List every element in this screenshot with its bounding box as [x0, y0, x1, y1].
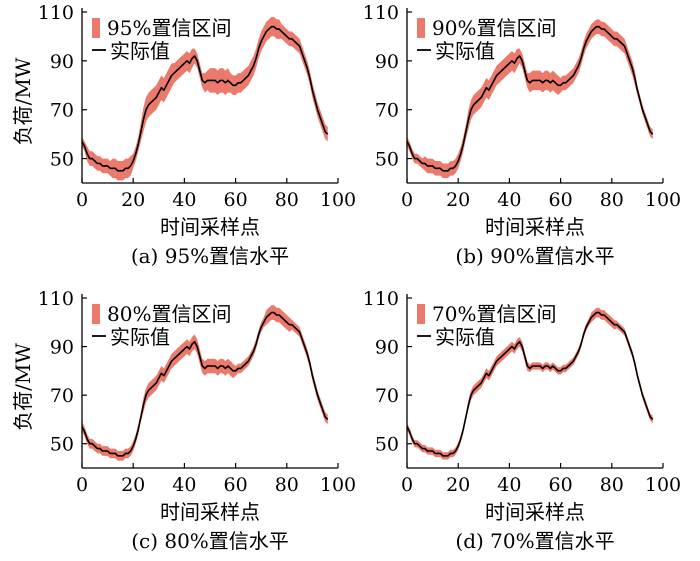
legend-band-swatch — [417, 304, 425, 324]
x-tick-label: 100 — [645, 474, 681, 496]
y-tick-label: 90 — [375, 337, 399, 359]
legend-band-label: 90%置信区间 — [432, 16, 556, 40]
y-tick-label: 70 — [50, 385, 74, 407]
y-tick-label: 70 — [375, 100, 399, 122]
legend-band-swatch — [92, 304, 100, 324]
panel-80-percent: 0 20 40 60 80 100 50 70 90 110 时间采样点 负荷/MW (c) 80%置信… — [11, 288, 356, 553]
panel-95-percent: 0 20 40 60 80 100 50 70 90 110 时间采样点 负荷/MW (a) 95%置信… — [11, 2, 356, 268]
y-axis-label: 负荷/MW — [11, 57, 35, 145]
panel-70-percent: 0 20 40 60 80 100 50 70 90 110 时间采样点 (d) 70%置信水平 70%… — [363, 288, 681, 553]
confidence-band — [82, 16, 328, 181]
y-tick-label: 90 — [50, 337, 74, 359]
panel-caption: (d) 70%置信水平 — [455, 529, 614, 553]
x-tick-label: 60 — [549, 189, 573, 211]
legend-line-label: 实际值 — [110, 39, 170, 63]
x-tick-label: 100 — [320, 474, 356, 496]
x-tick-label: 80 — [275, 189, 299, 211]
y-tick-label: 70 — [375, 385, 399, 407]
x-tick-label: 20 — [121, 474, 145, 496]
x-tick-label: 20 — [446, 189, 470, 211]
y-tick-label: 110 — [363, 2, 399, 24]
x-tick-label: 20 — [121, 189, 145, 211]
actual-value-line — [81, 25, 329, 172]
x-tick-label: 0 — [76, 189, 88, 211]
x-tick-label: 100 — [320, 189, 356, 211]
y-tick-label: 90 — [375, 51, 399, 73]
x-tick-label: 40 — [497, 474, 521, 496]
x-tick-label: 60 — [224, 189, 248, 211]
y-tick-label: 50 — [50, 149, 74, 171]
x-tick-label: 40 — [172, 189, 196, 211]
legend-line-label: 实际值 — [110, 325, 170, 349]
y-tick-label: 110 — [38, 2, 74, 24]
y-axis-label: 负荷/MW — [11, 343, 35, 431]
x-tick-label: 80 — [600, 474, 624, 496]
panel-caption: (b) 90%置信水平 — [455, 244, 614, 268]
x-tick-label: 60 — [224, 474, 248, 496]
legend-band-label: 70%置信区间 — [432, 302, 556, 326]
legend-band-swatch — [417, 18, 425, 38]
legend-band-label: 95%置信区间 — [107, 16, 231, 40]
x-tick-label: 100 — [645, 189, 681, 211]
y-tick-label: 50 — [50, 434, 74, 456]
x-tick-label: 80 — [600, 189, 624, 211]
panel-caption: (c) 80%置信水平 — [131, 529, 289, 553]
x-tick-label: 0 — [401, 189, 413, 211]
x-tick-label: 60 — [549, 474, 573, 496]
y-tick-label: 50 — [375, 149, 399, 171]
x-axis-label: 时间采样点 — [160, 500, 260, 524]
x-tick-label: 80 — [275, 474, 299, 496]
confidence-band — [407, 19, 653, 179]
y-tick-label: 70 — [50, 100, 74, 122]
legend-band-label: 80%置信区间 — [107, 302, 231, 326]
x-axis-label: 时间采样点 — [485, 215, 585, 239]
y-tick-label: 110 — [363, 288, 399, 310]
y-tick-label: 50 — [375, 434, 399, 456]
legend-line-label: 实际值 — [435, 325, 495, 349]
actual-value-line — [406, 311, 654, 457]
actual-value-line — [406, 25, 654, 172]
panel-90-percent: 0 20 40 60 80 100 50 70 90 110 时间采样点 (b) 90%置信水平 90%… — [363, 2, 681, 268]
legend-band-swatch — [92, 18, 100, 38]
x-tick-label: 40 — [172, 474, 196, 496]
x-axis-label: 时间采样点 — [160, 215, 260, 239]
x-tick-label: 40 — [497, 189, 521, 211]
legend-line-label: 实际值 — [435, 39, 495, 63]
panel-caption: (a) 95%置信水平 — [131, 244, 289, 268]
x-tick-label: 0 — [401, 474, 413, 496]
x-tick-label: 20 — [446, 474, 470, 496]
y-tick-label: 90 — [50, 51, 74, 73]
x-tick-label: 0 — [76, 474, 88, 496]
actual-value-line — [81, 311, 329, 457]
y-tick-label: 110 — [38, 288, 74, 310]
x-axis-label: 时间采样点 — [485, 500, 585, 524]
